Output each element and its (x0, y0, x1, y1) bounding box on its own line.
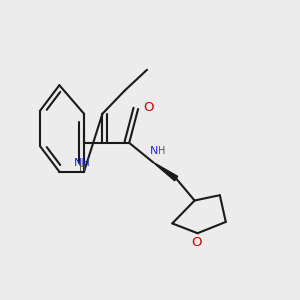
Text: H: H (79, 163, 86, 173)
Text: H: H (158, 146, 166, 156)
Polygon shape (153, 162, 178, 181)
Text: NH: NH (74, 158, 91, 168)
Text: N: N (150, 146, 158, 156)
Text: O: O (191, 236, 201, 249)
Text: O: O (143, 101, 154, 114)
